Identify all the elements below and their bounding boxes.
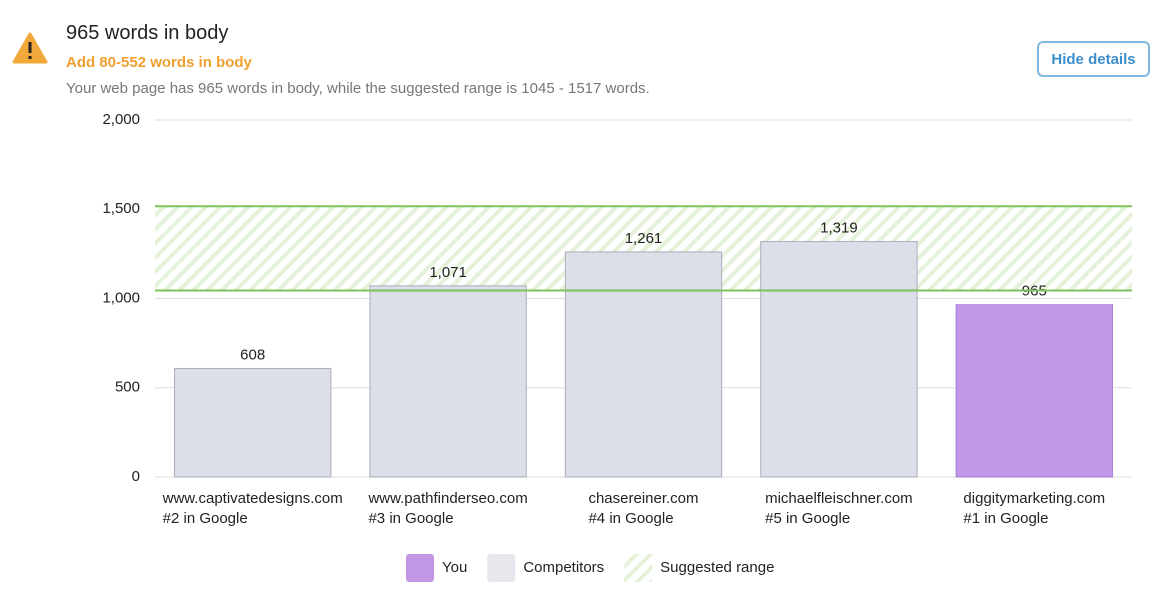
y-tick-label: 0 <box>132 468 140 485</box>
y-tick-label: 1,000 <box>102 289 140 306</box>
y-tick-label: 1,500 <box>102 200 140 217</box>
description: Your web page has 965 words in body, whi… <box>66 80 650 97</box>
y-tick-label: 2,000 <box>102 111 140 128</box>
x-tick-sublabel: #4 in Google <box>588 510 673 527</box>
y-tick-label: 500 <box>115 379 140 396</box>
legend-label: You <box>442 559 467 576</box>
legend-label: Competitors <box>523 559 604 576</box>
legend-swatch <box>624 554 653 582</box>
bar <box>955 304 1113 478</box>
legend-swatch <box>487 554 516 582</box>
bar <box>564 251 723 478</box>
legend-swatch <box>406 554 434 582</box>
value-label: 1,071 <box>429 264 467 281</box>
x-tick-sublabel: #1 in Google <box>963 510 1048 527</box>
hide-details-button[interactable]: Hide details <box>1037 41 1150 77</box>
x-tick-sublabel: #3 in Google <box>368 510 453 527</box>
value-label: 1,319 <box>820 220 858 237</box>
x-tick-label: michaelfleischner.com <box>765 490 913 507</box>
legend-label: Suggested range <box>660 559 774 576</box>
x-tick-label: chasereiner.com <box>588 490 698 507</box>
x-tick-sublabel: #5 in Google <box>765 510 850 527</box>
bar <box>174 367 332 478</box>
bar <box>760 241 918 478</box>
value-label: 1,261 <box>625 230 663 247</box>
x-tick-sublabel: #2 in Google <box>163 510 248 527</box>
title: 965 words in body <box>66 22 229 44</box>
x-tick-label: www.captivatedesigns.com <box>162 490 343 507</box>
bar <box>369 285 527 478</box>
x-tick-label: www.pathfinderseo.com <box>367 490 527 507</box>
warning-icon <box>12 32 48 64</box>
subtitle: Add 80-552 words in body <box>66 54 252 71</box>
x-tick-label: diggitymarketing.com <box>963 490 1105 507</box>
value-label: 608 <box>240 346 265 363</box>
